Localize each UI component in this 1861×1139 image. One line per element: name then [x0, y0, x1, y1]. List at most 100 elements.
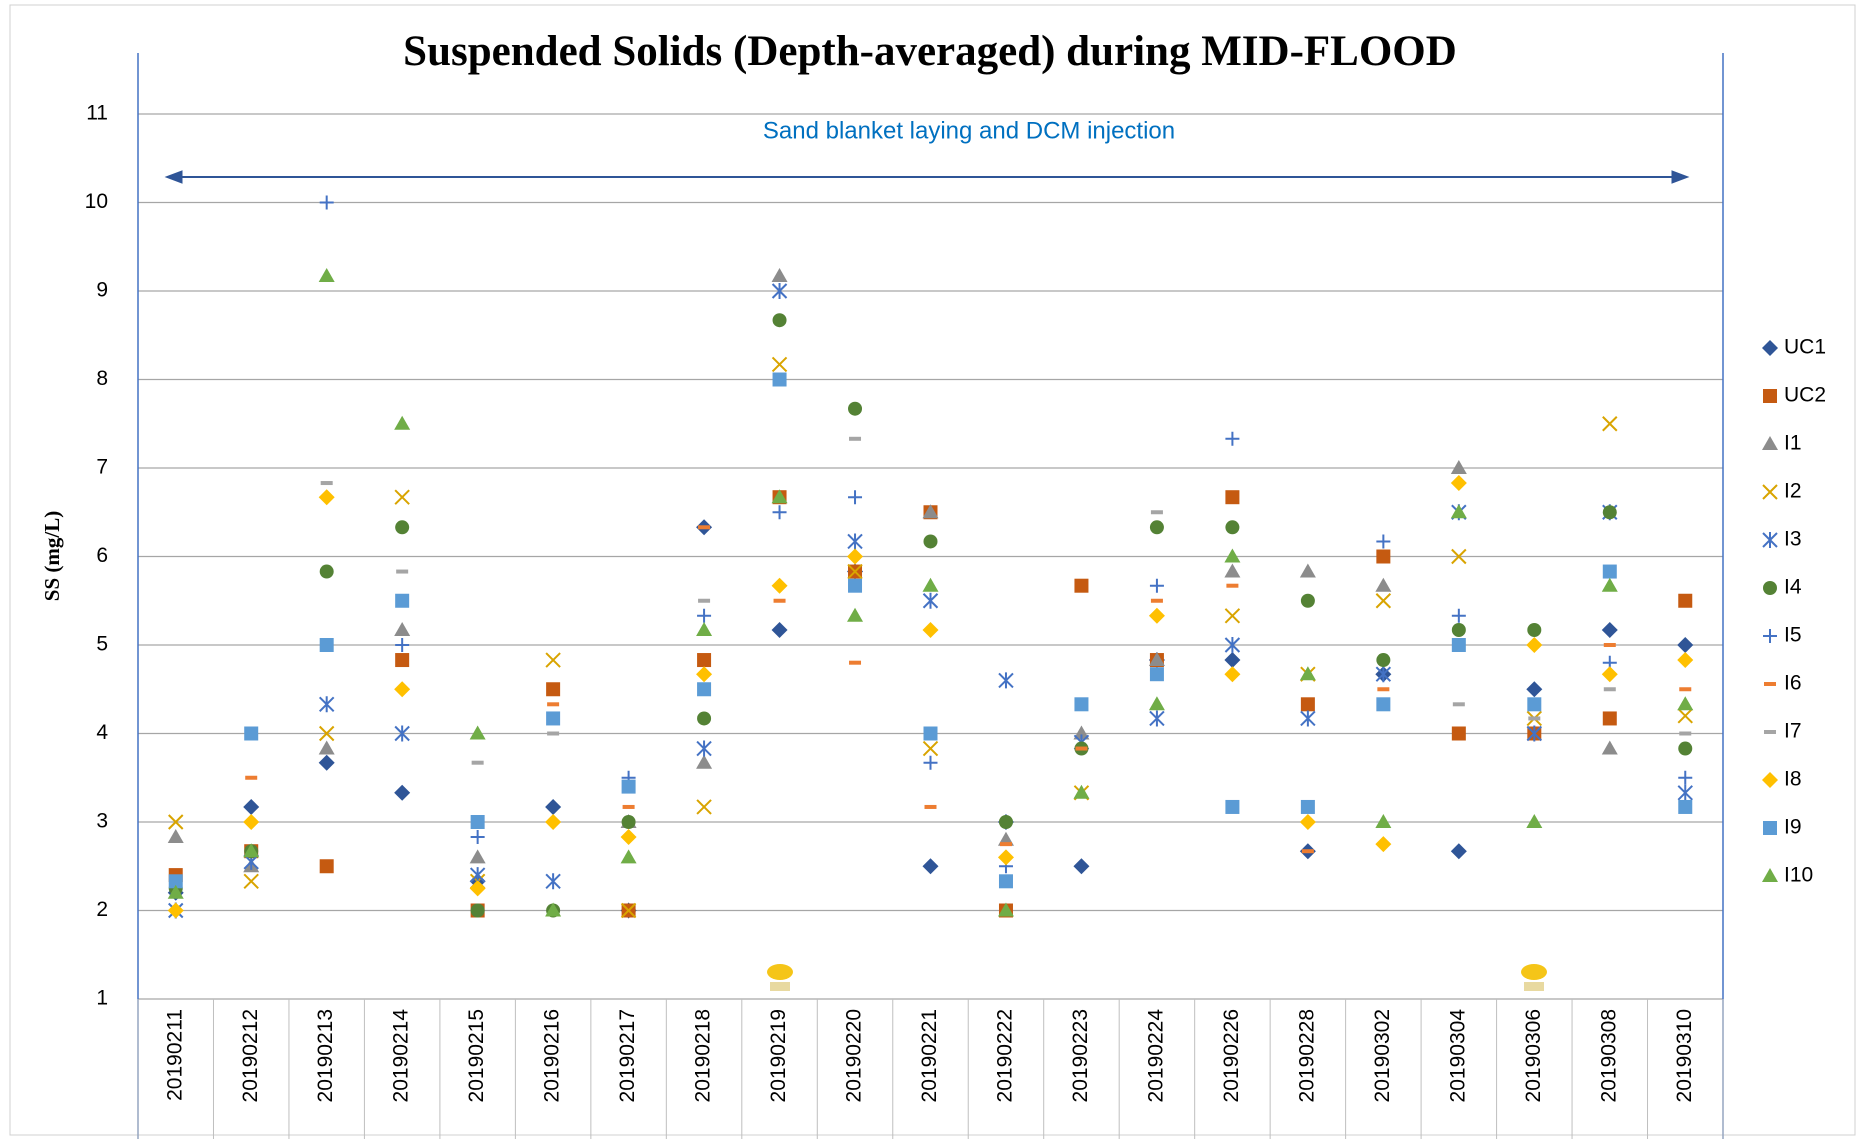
marker-circle [1376, 653, 1391, 668]
marker-circle [395, 520, 410, 535]
legend-marker [1764, 682, 1776, 686]
marker-triangle [1375, 814, 1392, 828]
marker-triangle [167, 829, 184, 844]
marker-plus [319, 195, 334, 210]
x-tick-label: 20190302 [1371, 1009, 1394, 1102]
y-tick-label: 5 [96, 633, 108, 656]
legend-label: UC2 [1784, 384, 1826, 407]
marker-dash [1679, 731, 1692, 736]
marker-triangle [1526, 814, 1543, 828]
marker-diamond [771, 577, 788, 594]
marker-triangle [1450, 504, 1467, 519]
marker-asterisk [1224, 637, 1241, 653]
y-tick-label: 2 [96, 898, 108, 921]
marker-square [1376, 697, 1391, 712]
marker-diamond [1450, 475, 1467, 492]
marker-triangle [1148, 696, 1165, 711]
marker-plus [1376, 534, 1391, 549]
marker-dash [698, 598, 711, 603]
marker-triangle [243, 843, 260, 858]
marker-diamond [394, 784, 411, 801]
marker-dash [471, 760, 484, 765]
x-tick-label: 20190212 [239, 1009, 262, 1102]
marker-x [1602, 416, 1618, 432]
legend-label: I4 [1784, 576, 1802, 599]
marker-x [318, 725, 335, 742]
marker-asterisk [545, 873, 561, 890]
marker-circle [621, 815, 636, 829]
marker-dash [999, 842, 1012, 847]
marker-asterisk [998, 672, 1014, 689]
marker-plus [1451, 608, 1466, 623]
marker-dash [849, 660, 862, 665]
legend-label: I3 [1784, 528, 1802, 551]
marker-triangle [167, 884, 184, 899]
arrow-head [164, 170, 183, 184]
marker-square [1149, 667, 1164, 682]
marker-x [847, 563, 863, 580]
marker-triangle [1450, 460, 1467, 474]
marker-dash [1075, 746, 1088, 751]
marker-dash [622, 804, 635, 809]
marker-triangle [922, 577, 939, 592]
marker-diamond [1375, 836, 1392, 853]
rain [770, 982, 790, 991]
marker-dash [245, 775, 258, 780]
marker-dash [924, 804, 937, 809]
marker-triangle [394, 415, 411, 430]
marker-circle [1451, 622, 1466, 637]
marker-square [697, 653, 712, 668]
marker-asterisk [1375, 666, 1392, 683]
marker-square [546, 711, 561, 726]
legend-marker [1762, 772, 1778, 788]
legend-label: I1 [1784, 432, 1802, 455]
x-tick-label: 20190228 [1295, 1009, 1318, 1102]
marker-dash [1603, 687, 1616, 692]
marker-square [319, 859, 334, 874]
marker-x [1677, 708, 1693, 724]
marker-square [1527, 697, 1542, 712]
legend-label: I5 [1784, 624, 1802, 647]
marker-square [621, 779, 636, 794]
marker-triangle [1375, 577, 1392, 592]
marker-diamond [922, 858, 939, 875]
marker-diamond [318, 754, 335, 771]
marker-square [546, 682, 561, 697]
y-tick-label: 4 [96, 721, 108, 744]
marker-square [1451, 638, 1466, 652]
marker-square [998, 874, 1013, 889]
marker-dash [320, 481, 333, 486]
legend-marker [1762, 532, 1778, 548]
y-tick-label: 7 [96, 456, 108, 479]
x-tick-label: 20190215 [465, 1009, 488, 1102]
marker-diamond [771, 621, 788, 638]
marker-square [1074, 697, 1089, 712]
marker-triangle [1299, 666, 1316, 681]
marker-circle [1300, 593, 1315, 608]
marker-asterisk [318, 696, 335, 713]
marker-dash [1150, 510, 1163, 515]
marker-x [394, 489, 410, 505]
marker-dash [547, 702, 560, 707]
marker-dash [547, 731, 560, 736]
marker-triangle [1073, 725, 1090, 740]
marker-diamond [1601, 621, 1618, 638]
marker-triangle [1677, 696, 1694, 711]
marker-plus [1678, 770, 1693, 785]
marker-diamond [922, 621, 939, 638]
y-tick-label: 3 [96, 810, 108, 833]
marker-dash [849, 436, 862, 441]
marker-circle [319, 564, 334, 579]
marker-diamond [620, 829, 637, 846]
marker-dash [1150, 598, 1163, 603]
marker-diamond [394, 681, 411, 698]
marker-diamond [1299, 814, 1316, 830]
x-tick-label: 20190306 [1522, 1009, 1545, 1102]
marker-triangle [1148, 652, 1165, 667]
marker-asterisk [1300, 710, 1316, 727]
marker-circle [923, 534, 938, 549]
marker-square [1376, 549, 1391, 564]
marker-triangle [469, 725, 486, 740]
marker-circle [697, 711, 712, 726]
